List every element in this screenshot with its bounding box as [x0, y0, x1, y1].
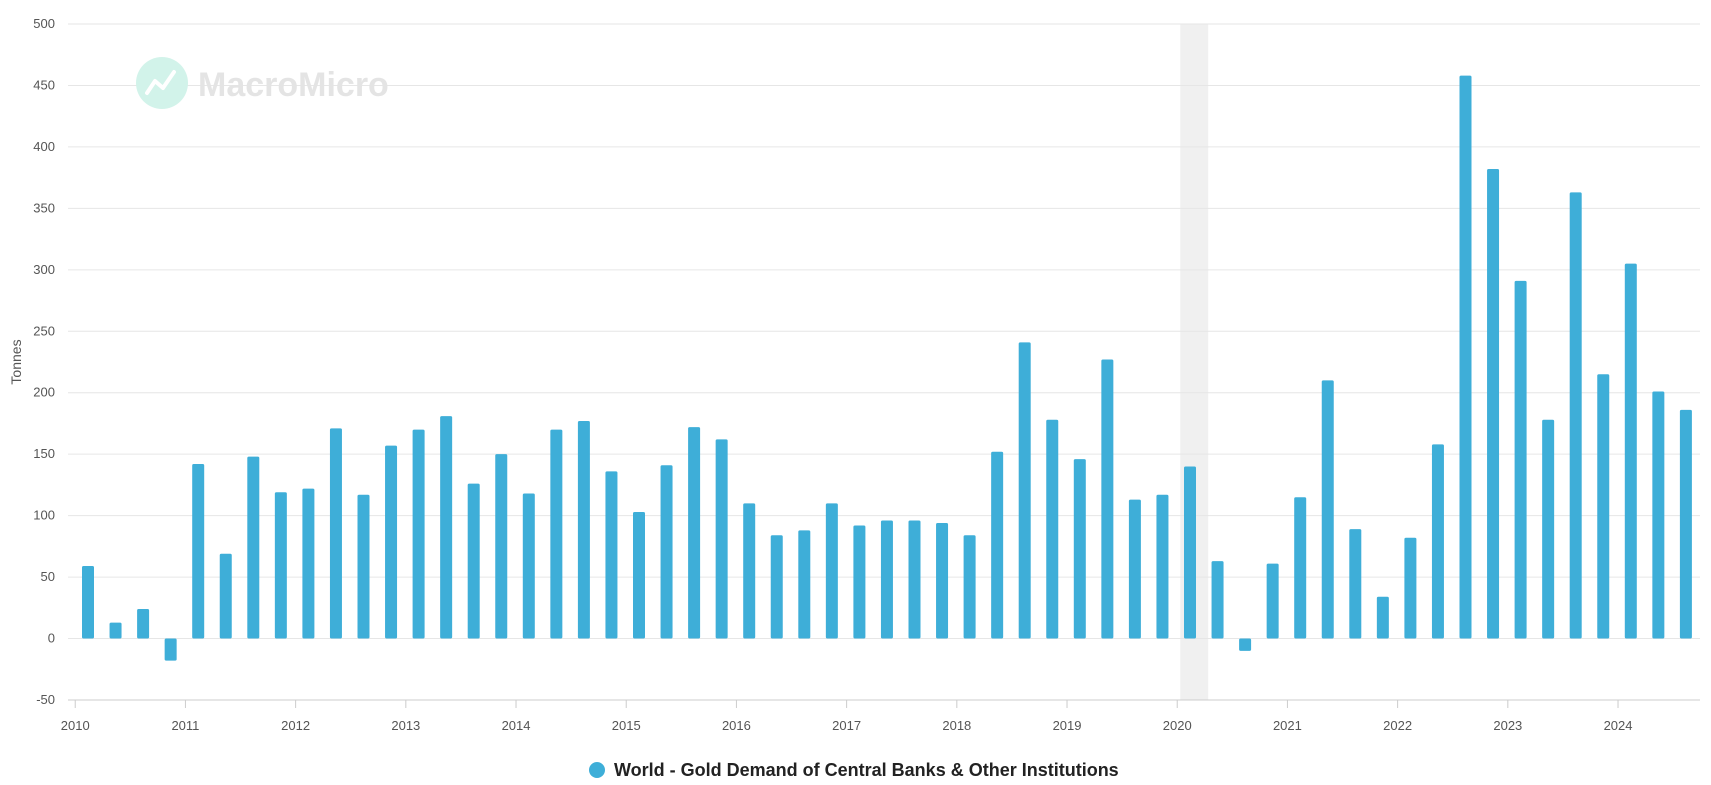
bar-2013-Q3[interactable] — [467, 483, 480, 639]
x-tick-label: 2011 — [171, 718, 199, 733]
y-tick-label: 100 — [33, 508, 55, 523]
x-tick-label: 2010 — [61, 718, 90, 733]
bar-2011-Q2[interactable] — [219, 553, 232, 639]
x-tick-label: 2021 — [1273, 718, 1302, 733]
bar-2017-Q4[interactable] — [936, 523, 949, 639]
x-axis-ticks: 2010 2011 2012 2013 2014 2015 2016 2017 2018 2019… — [61, 700, 1633, 733]
bar-2016-Q3[interactable] — [798, 530, 811, 639]
bar-2018-Q3[interactable] — [1018, 342, 1031, 639]
bar-2015-Q4[interactable] — [715, 439, 728, 639]
bar-2016-Q2[interactable] — [770, 535, 783, 639]
y-tick-label: 0 — [48, 631, 55, 646]
bar-2021-Q1[interactable] — [1294, 497, 1307, 639]
x-tick-label: 2023 — [1493, 718, 1522, 733]
bar-2016-Q1[interactable] — [743, 503, 756, 639]
bar-2015-Q1[interactable] — [633, 511, 645, 639]
bar-2010-Q3[interactable] — [137, 609, 150, 639]
bar-series — [82, 75, 1692, 661]
x-tick-label: 2024 — [1604, 718, 1633, 733]
bar-2015-Q2[interactable] — [660, 465, 673, 639]
x-tick-label: 2014 — [502, 718, 531, 733]
x-tick-label: 2020 — [1163, 718, 1192, 733]
bar-2014-Q4[interactable] — [605, 471, 618, 639]
bar-2019-Q4[interactable] — [1156, 494, 1169, 639]
bar-2021-Q4[interactable] — [1376, 596, 1389, 639]
bar-2011-Q4[interactable] — [274, 492, 287, 639]
bar-2010-Q1[interactable] — [82, 566, 94, 639]
x-tick-label: 2015 — [612, 718, 641, 733]
bar-2015-Q3[interactable] — [688, 427, 701, 639]
legend-label: World - Gold Demand of Central Banks & O… — [614, 760, 1119, 780]
y-tick-label: 300 — [33, 262, 55, 277]
bar-2024-Q3[interactable] — [1679, 409, 1692, 639]
bar-2017-Q3[interactable] — [908, 520, 921, 639]
bar-2022-Q4[interactable] — [1487, 169, 1500, 639]
bar-2018-Q2[interactable] — [991, 451, 1004, 639]
x-tick-label: 2016 — [722, 718, 751, 733]
y-tick-label: 200 — [33, 385, 55, 400]
x-tick-label: 2022 — [1383, 718, 1412, 733]
y-tick-label: 250 — [33, 323, 55, 338]
bar-2013-Q1[interactable] — [412, 429, 425, 639]
bar-2021-Q3[interactable] — [1349, 529, 1362, 639]
bar-2023-Q1[interactable] — [1514, 280, 1527, 639]
y-tick-label: 500 — [33, 16, 55, 31]
bar-2023-Q4[interactable] — [1597, 374, 1610, 639]
bar-2019-Q1[interactable] — [1073, 459, 1086, 639]
bar-2018-Q4[interactable] — [1046, 419, 1059, 639]
bar-2023-Q3[interactable] — [1569, 192, 1582, 639]
bar-2020-Q4[interactable] — [1266, 563, 1279, 639]
bar-2012-Q4[interactable] — [385, 445, 398, 639]
y-tick-label: 150 — [33, 446, 55, 461]
legend[interactable]: World - Gold Demand of Central Banks & O… — [589, 760, 1119, 780]
x-tick-label: 2012 — [281, 718, 310, 733]
bar-2019-Q3[interactable] — [1128, 499, 1141, 639]
bar-2023-Q2[interactable] — [1542, 419, 1555, 639]
bar-2022-Q2[interactable] — [1431, 444, 1444, 639]
bar-2022-Q1[interactable] — [1404, 537, 1417, 639]
x-tick-label: 2018 — [942, 718, 971, 733]
bar-2020-Q1[interactable] — [1184, 466, 1196, 639]
bar-2018-Q1[interactable] — [963, 535, 976, 639]
bar-2016-Q4[interactable] — [825, 503, 838, 639]
y-tick-label: 350 — [33, 200, 55, 215]
bar-2013-Q2[interactable] — [440, 416, 453, 639]
bar-2021-Q2[interactable] — [1321, 380, 1334, 639]
watermark: MacroMicro — [136, 57, 389, 109]
bar-2014-Q3[interactable] — [577, 420, 590, 639]
bar-2017-Q1[interactable] — [853, 525, 866, 639]
watermark-text: MacroMicro — [198, 66, 389, 104]
bar-2012-Q2[interactable] — [329, 428, 342, 639]
bar-2020-Q3[interactable] — [1239, 638, 1252, 651]
y-tick-label: 50 — [41, 569, 55, 584]
y-axis-title: Tonnes — [8, 339, 24, 384]
y-tick-label: 450 — [33, 77, 55, 92]
bar-2012-Q3[interactable] — [357, 494, 370, 639]
y-axis-ticks: -50 0 50 100 150 200 250 300 350 400 450 500 — [33, 16, 55, 707]
y-tick-label: 400 — [33, 139, 55, 154]
bar-2014-Q2[interactable] — [550, 429, 563, 639]
bar-2012-Q1[interactable] — [302, 488, 315, 639]
legend-marker-icon — [589, 762, 605, 778]
bar-2011-Q1[interactable] — [192, 464, 205, 639]
bar-2020-Q2[interactable] — [1211, 561, 1224, 639]
watermark-chart-icon — [145, 70, 176, 95]
x-tick-label: 2017 — [832, 718, 861, 733]
bar-2024-Q2[interactable] — [1652, 391, 1665, 639]
bar-2014-Q1[interactable] — [522, 493, 535, 639]
y-tick-label: -50 — [36, 692, 55, 707]
x-tick-label: 2019 — [1053, 718, 1082, 733]
bar-2013-Q4[interactable] — [495, 454, 508, 639]
bar-2010-Q2[interactable] — [109, 622, 122, 639]
bar-2010-Q4[interactable] — [164, 638, 177, 661]
bar-2019-Q2[interactable] — [1101, 359, 1114, 639]
bar-2017-Q2[interactable] — [880, 520, 893, 639]
bar-2024-Q1[interactable] — [1624, 263, 1637, 639]
watermark-logo-icon — [136, 57, 188, 109]
bar-2011-Q3[interactable] — [247, 456, 260, 639]
x-tick-label: 2013 — [391, 718, 420, 733]
bar-2022-Q3[interactable] — [1459, 75, 1472, 639]
